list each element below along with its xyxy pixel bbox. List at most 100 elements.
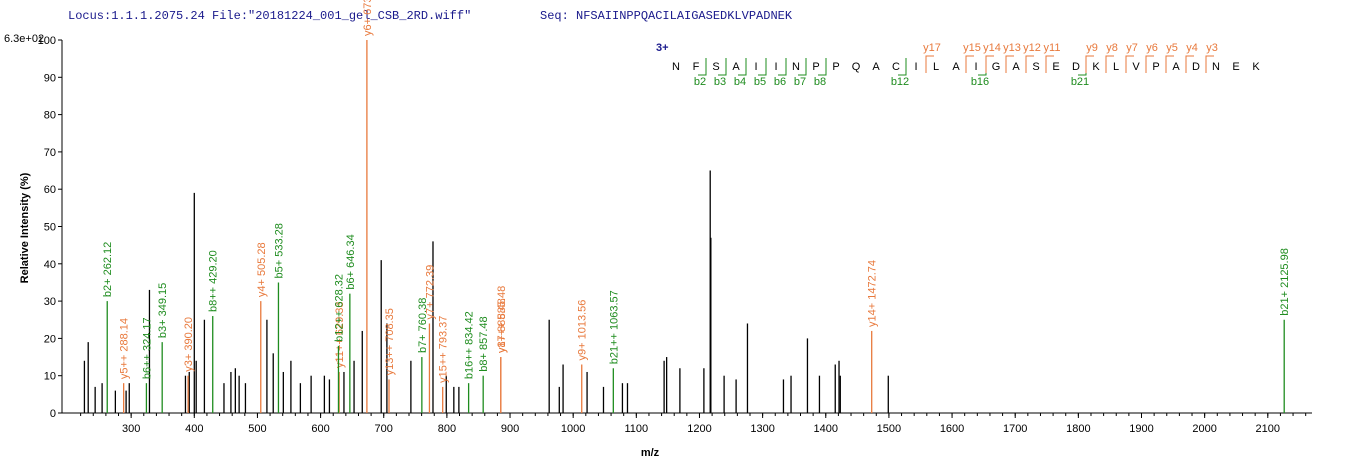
b-ion-label: b7 — [794, 76, 806, 88]
y-tick-label: 100 — [38, 35, 56, 47]
x-tick-label: 800 — [438, 423, 456, 435]
y-axis-label: Relative Intensity (%) — [19, 172, 31, 283]
residue: E — [1052, 61, 1059, 73]
y-ion-mark — [1085, 55, 1094, 73]
chart-title: Locus:1.1.1.2075.24 File:"20181224_001_g… — [68, 9, 471, 23]
y-tick-label: 90 — [44, 72, 56, 84]
y-ion-mark — [1165, 55, 1174, 73]
y-scale-label: 6.3e+02 — [4, 33, 44, 45]
peak-label: y14+ 1472.74 — [867, 260, 879, 327]
x-tick-label: 700 — [375, 423, 393, 435]
b-ion-mark — [778, 58, 787, 76]
peak-label: b21++ 1063.57 — [608, 290, 620, 364]
y-ion-label: y12 — [1023, 42, 1041, 54]
b-ion-mark — [898, 58, 907, 76]
y-tick-label: 20 — [44, 333, 56, 345]
peak-label: b8++ 429.20 — [208, 250, 220, 312]
y-ion-mark — [1105, 55, 1114, 73]
residue: D — [1192, 61, 1200, 73]
peak-label: y6+ 673.33 — [362, 0, 374, 36]
residue: A — [732, 61, 740, 73]
x-tick-label: 1600 — [940, 423, 964, 435]
y-ion-label: y4 — [1186, 42, 1198, 54]
residue: Q — [852, 61, 861, 73]
peak-label: y3+ 390.20 — [183, 317, 195, 372]
residue: F — [693, 61, 700, 73]
peak-label: y7+ 772.39 — [424, 265, 436, 320]
residue: I — [914, 61, 917, 73]
y-ion-mark — [1045, 55, 1054, 73]
peak-label: y15++ 793.37 — [438, 316, 450, 383]
residue: L — [1113, 61, 1119, 73]
peak-label: b21+ 2125.98 — [1279, 248, 1291, 316]
b-ion-mark — [718, 58, 727, 76]
x-tick-label: 400 — [185, 423, 203, 435]
residue: I — [774, 61, 777, 73]
peak-label: b12++ 628.32 — [333, 274, 345, 342]
x-axis-label: m/z — [641, 447, 660, 459]
b-ion-label: b4 — [734, 76, 746, 88]
b-ion-mark — [698, 58, 707, 76]
y-ion-label: y7 — [1126, 42, 1138, 54]
b-ion-label: b3 — [714, 76, 726, 88]
x-tick-label: 1700 — [1003, 423, 1027, 435]
peak-label: b2+ 262.12 — [102, 242, 114, 297]
x-tick-label: 1300 — [750, 423, 774, 435]
b-ion-label: b8 — [814, 76, 826, 88]
x-tick-label: 600 — [311, 423, 329, 435]
x-tick-label: 1800 — [1066, 423, 1090, 435]
residue: E — [1232, 61, 1239, 73]
x-tick-label: 2000 — [1192, 423, 1216, 435]
peak-label: b3+ 349.15 — [157, 283, 169, 338]
y-ion-label: y5 — [1166, 42, 1178, 54]
peak-label: b16++ 834.42 — [464, 311, 476, 379]
b-ion-mark — [738, 58, 747, 76]
residue: G — [992, 61, 1001, 73]
residue: D — [1072, 61, 1080, 73]
x-tick-label: 1500 — [877, 423, 901, 435]
residue: S — [1032, 61, 1039, 73]
y-ion-label: y17 — [923, 42, 941, 54]
b-ion-mark — [758, 58, 767, 76]
x-tick-label: 300 — [122, 423, 140, 435]
b-ion-label: b12 — [891, 76, 909, 88]
residue: C — [892, 61, 900, 73]
residue: A — [952, 61, 960, 73]
y-ion-mark — [1025, 55, 1034, 73]
peak-label: b7+ 760.38 — [417, 298, 429, 353]
residue: I — [754, 61, 757, 73]
x-tick-label: 500 — [248, 423, 266, 435]
b-ion-mark — [978, 58, 987, 76]
y-ion-label: y8 — [1106, 42, 1118, 54]
residue: P — [1152, 61, 1159, 73]
peak-label: b6+ 646.34 — [345, 234, 357, 289]
y-tick-label: 60 — [44, 184, 56, 196]
y-tick-label: 80 — [44, 110, 56, 122]
y-ion-label: y13 — [1003, 42, 1021, 54]
y-ion-mark — [1185, 55, 1194, 73]
y-ion-label: y14 — [983, 42, 1001, 54]
y-ion-mark — [1145, 55, 1154, 73]
residue: K — [1092, 61, 1100, 73]
x-tick-label: 1400 — [814, 423, 838, 435]
peak-label: y9+ 1013.56 — [577, 300, 589, 361]
x-tick-label: 1000 — [561, 423, 585, 435]
b-ion-label: b16 — [971, 76, 989, 88]
b-ion-label: b6 — [774, 76, 786, 88]
y-ion-mark — [985, 55, 994, 73]
y-ion-label: y15 — [963, 42, 981, 54]
y-ion-mark — [1005, 55, 1014, 73]
x-tick-label: 1200 — [687, 423, 711, 435]
x-tick-label: 1900 — [1129, 423, 1153, 435]
y-ion-mark — [1125, 55, 1134, 73]
y-tick-label: 0 — [50, 408, 56, 420]
residue: V — [1132, 61, 1140, 73]
charge-state: 3+ — [656, 42, 669, 54]
peak-label: y13++ 708.35 — [384, 308, 396, 375]
peak-label: y17++ 885.48 — [496, 286, 508, 353]
residue: A — [1012, 61, 1020, 73]
y-ion-label: y11 — [1044, 42, 1061, 54]
residue: A — [1172, 61, 1180, 73]
residue: A — [872, 61, 880, 73]
